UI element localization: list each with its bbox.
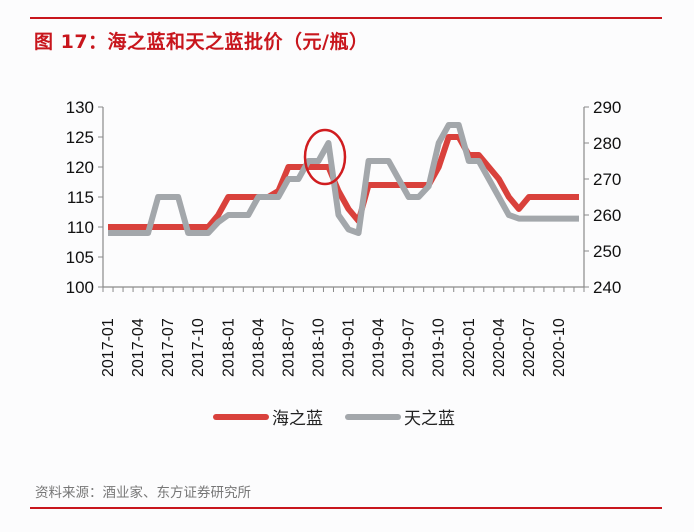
y-left-tick-label: 125 (66, 128, 94, 147)
x-tick-label: 2018-04 (250, 318, 267, 377)
y-right-tick-label: 250 (593, 242, 621, 261)
x-tick-label: 2019-04 (371, 318, 388, 377)
highlight-circle-annotation (303, 128, 347, 186)
series-lines (108, 122, 579, 236)
y-right-tick-label: 240 (593, 278, 621, 297)
legend: 海之蓝 天之蓝 (213, 404, 477, 429)
y-right-tick-label: 260 (593, 206, 621, 225)
y-left-tick-label: 110 (67, 218, 94, 237)
x-tick-label: 2017-01 (100, 318, 117, 377)
source-note: 资料来源：酒业家、东方证券研究所 (35, 485, 251, 501)
legend-label: 海之蓝 (272, 409, 323, 429)
y-right-tick-label: 270 (593, 170, 621, 189)
series-line-天之蓝 (108, 122, 579, 236)
x-tick-label: 2020-10 (551, 318, 568, 377)
y-left-tick-label: 115 (67, 188, 94, 207)
y-right-tick-label: 290 (593, 98, 621, 117)
x-tick-label: 2018-10 (310, 318, 327, 377)
legend-label: 天之蓝 (404, 409, 455, 429)
y-left-tick-label: 105 (66, 248, 94, 267)
x-tick-label: 2018-07 (280, 318, 297, 377)
bottom-rule (30, 507, 662, 509)
top-rule (30, 17, 662, 19)
x-tick-label: 2017-10 (190, 318, 207, 377)
y-left-tick-label: 120 (66, 158, 94, 177)
x-tick-label: 2017-07 (160, 318, 177, 377)
chart-title: 图 17：海之蓝和天之蓝批价（元/瓶） (34, 31, 369, 53)
legend-swatch-red (213, 413, 269, 420)
x-tick-label: 2019-10 (431, 318, 448, 377)
y-left-tick-label: 100 (66, 278, 94, 297)
x-tick-label: 2019-01 (341, 318, 358, 377)
legend-swatch-gray (345, 413, 401, 420)
legend-item-tianzhilan: 天之蓝 (345, 404, 455, 429)
chart-area: 100 105 110 115 120 125 130 240 250 260 270 280 290 2… (66, 98, 622, 377)
y-right-tick-label: 280 (593, 134, 621, 153)
y-left-tick-label: 130 (66, 98, 94, 117)
x-tick-label: 2020-01 (461, 318, 478, 377)
x-tick-label: 2020-04 (491, 318, 508, 377)
axes: 100 105 110 115 120 125 130 240 250 260 270 280 290 2… (66, 98, 622, 377)
x-tick-label: 2020-07 (521, 318, 538, 377)
x-tick-label: 2017-04 (130, 318, 147, 377)
x-tick-label: 2018-01 (220, 318, 237, 377)
x-tick-label: 2019-07 (401, 318, 418, 377)
legend-item-haizhilan: 海之蓝 (213, 404, 323, 429)
